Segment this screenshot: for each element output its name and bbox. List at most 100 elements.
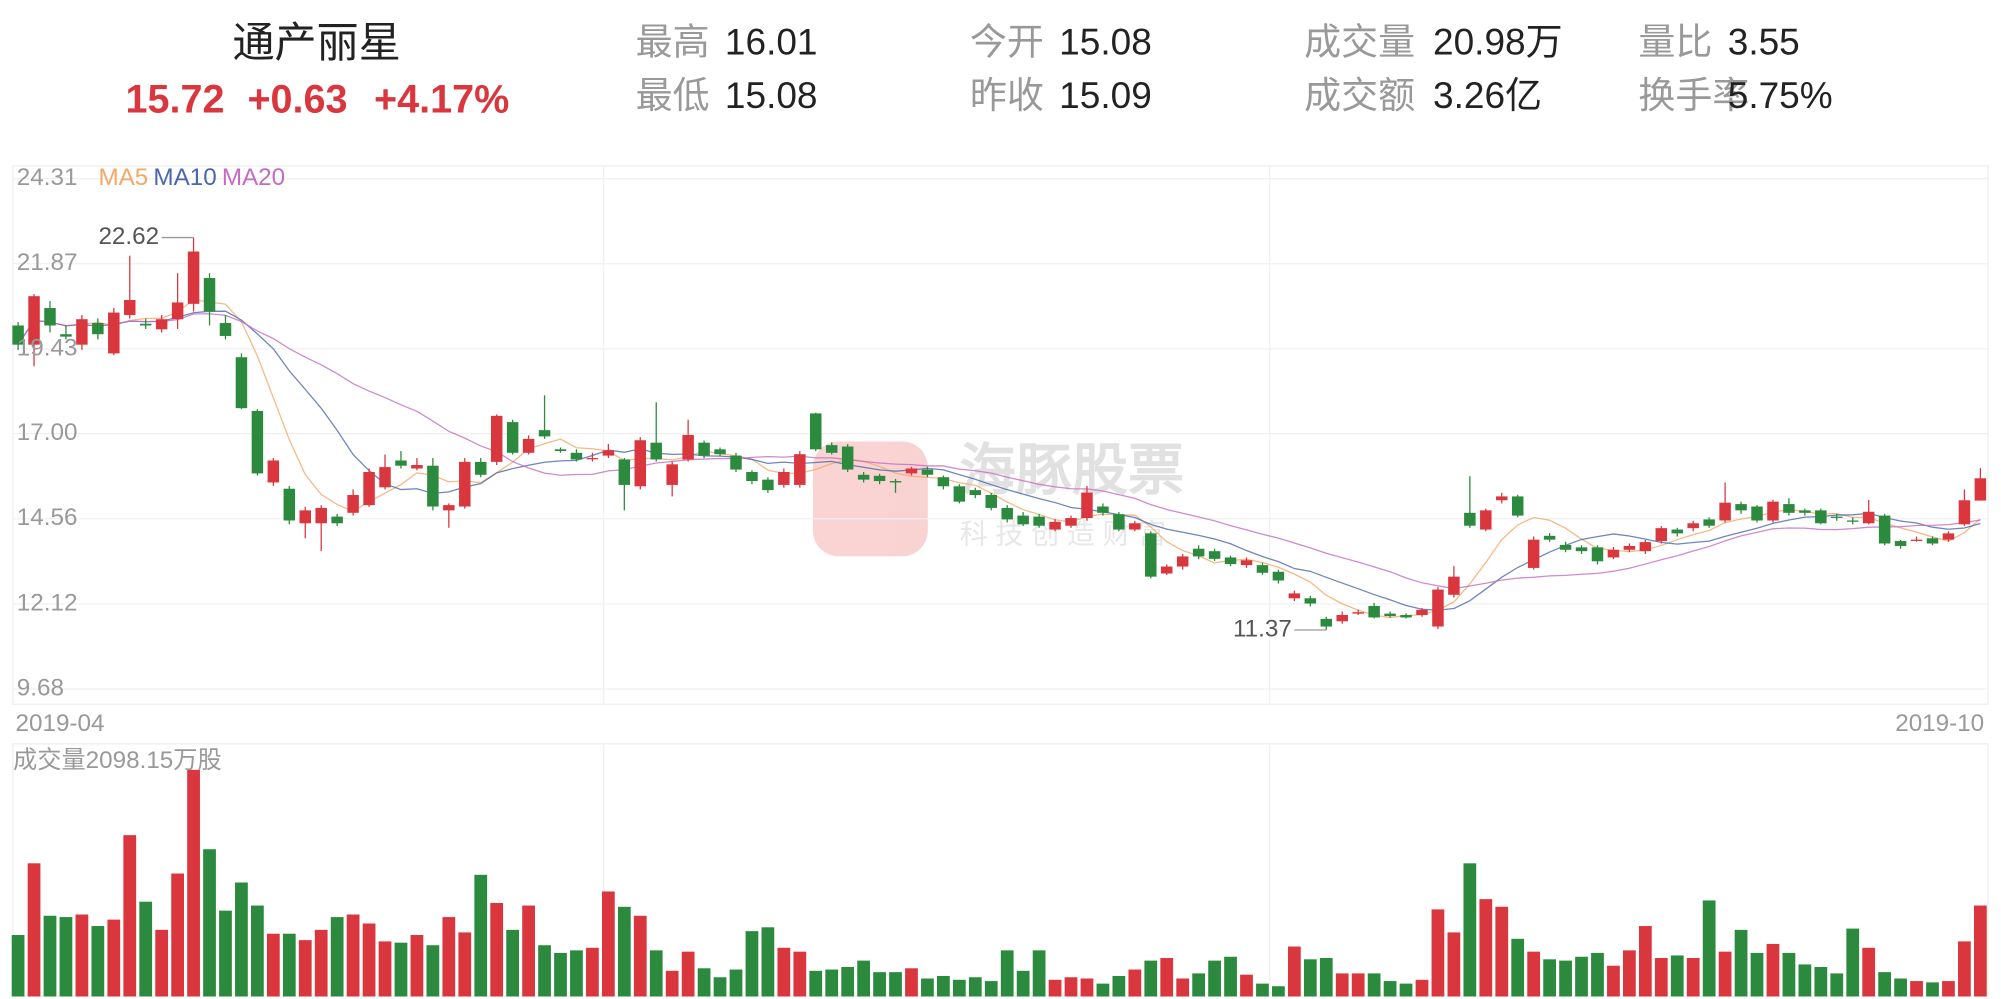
y-tick-label: 12.12	[17, 589, 78, 616]
volume-bar	[1032, 950, 1046, 997]
candle-body	[810, 413, 822, 450]
volume-bar	[1575, 956, 1588, 997]
candle-body	[459, 461, 471, 507]
volume-bar	[1176, 978, 1190, 997]
volume-bar	[729, 969, 743, 997]
candle-body	[1496, 496, 1508, 501]
candle-body	[1448, 576, 1460, 595]
candle-body	[1862, 511, 1875, 524]
volume-bar	[984, 981, 998, 997]
candle-body	[92, 323, 104, 335]
volume-bar	[235, 882, 248, 997]
candle-body	[1942, 533, 1955, 540]
stat-value: 15.08	[725, 75, 818, 116]
volume-bar	[681, 951, 695, 997]
x-label: 2019-10	[1895, 710, 1984, 737]
volume-bar	[1096, 983, 1110, 997]
candle-body	[1543, 535, 1556, 540]
candle-body	[1719, 502, 1731, 521]
volume-bar	[123, 835, 137, 997]
volume-bar	[378, 941, 392, 997]
volume-bar	[1160, 958, 1174, 997]
candle-body	[921, 469, 934, 475]
candle-body	[1799, 510, 1811, 513]
candle-body	[1113, 514, 1125, 530]
watermark-title: 海豚股票	[960, 438, 1185, 501]
candle-body	[682, 435, 694, 460]
volume-bar	[1463, 863, 1477, 997]
candle-body	[203, 278, 216, 312]
volume-label: 成交量2098.15万股	[13, 747, 222, 774]
volume-bar	[1958, 941, 1971, 997]
volume-bar	[713, 977, 727, 997]
volume-bar	[410, 935, 424, 997]
candle-body	[1400, 615, 1412, 618]
stat-label: 成交额	[1304, 75, 1415, 116]
candle-body	[60, 334, 72, 337]
candle-body	[474, 461, 487, 475]
candle-body	[1256, 565, 1269, 573]
candle-body	[634, 440, 647, 487]
volume-bar	[1862, 947, 1876, 997]
volume-bar	[1623, 950, 1636, 997]
volume-bar	[1319, 958, 1333, 997]
candle-body	[299, 510, 311, 524]
volume-bar	[91, 926, 105, 997]
volume-bar	[1479, 899, 1493, 997]
legend-label: MA20	[222, 164, 285, 191]
volume-bar	[1894, 978, 1907, 997]
volume-bar	[952, 979, 966, 997]
volume-bar	[474, 874, 488, 997]
volume-bar	[777, 947, 791, 997]
volume-bar	[1670, 955, 1684, 997]
y-tick-label: 17.00	[17, 419, 78, 446]
volume-bar	[1048, 979, 1062, 997]
volume-bar	[873, 972, 886, 997]
candle-body	[1160, 566, 1173, 574]
volume-bar	[1718, 951, 1732, 997]
volume-bar	[1910, 981, 1923, 997]
volume-bar	[857, 960, 870, 997]
volume-bar	[1543, 959, 1556, 997]
candle-body	[219, 323, 232, 336]
volume-bar	[426, 945, 440, 997]
change-pct: +4.17%	[374, 78, 509, 122]
candle-body	[1224, 557, 1237, 565]
ma-line	[17, 310, 1981, 611]
volume-bar	[219, 910, 232, 997]
volume-bar	[1638, 926, 1652, 997]
candle-body	[108, 312, 120, 354]
volume-bar	[43, 915, 57, 997]
volume-bar	[697, 968, 711, 997]
volume-bar	[1208, 960, 1221, 997]
volume-bar	[1415, 979, 1429, 997]
volume-bar	[1399, 983, 1413, 997]
high-label: 22.62	[98, 223, 159, 250]
candle-body	[315, 507, 327, 524]
candle-body	[762, 479, 774, 491]
volume-bar	[1559, 960, 1572, 997]
candle-body	[44, 308, 56, 326]
candle-body	[1671, 529, 1683, 534]
volume-bar	[1128, 969, 1142, 997]
candle-body	[331, 516, 343, 524]
volume-bar	[1240, 974, 1253, 997]
volume-bar	[1192, 973, 1206, 997]
candle-body	[554, 449, 567, 452]
candle-body	[1208, 551, 1221, 559]
candle-body	[443, 505, 455, 511]
candle-body	[1878, 515, 1891, 544]
stat-label: 成交量	[1304, 21, 1415, 62]
volume-bar	[1431, 909, 1445, 997]
candle-body	[1751, 506, 1763, 521]
candle-body	[1480, 510, 1492, 530]
candle-body	[1767, 501, 1779, 521]
volume-bar	[442, 917, 456, 997]
volume-bar	[1527, 951, 1541, 997]
volume-bar	[1591, 952, 1604, 997]
stat-value: 15.09	[1059, 75, 1152, 116]
volume-bar	[1942, 981, 1955, 997]
candle-body	[1591, 547, 1604, 562]
volume-bar	[889, 972, 902, 997]
candle-body	[1687, 523, 1699, 529]
